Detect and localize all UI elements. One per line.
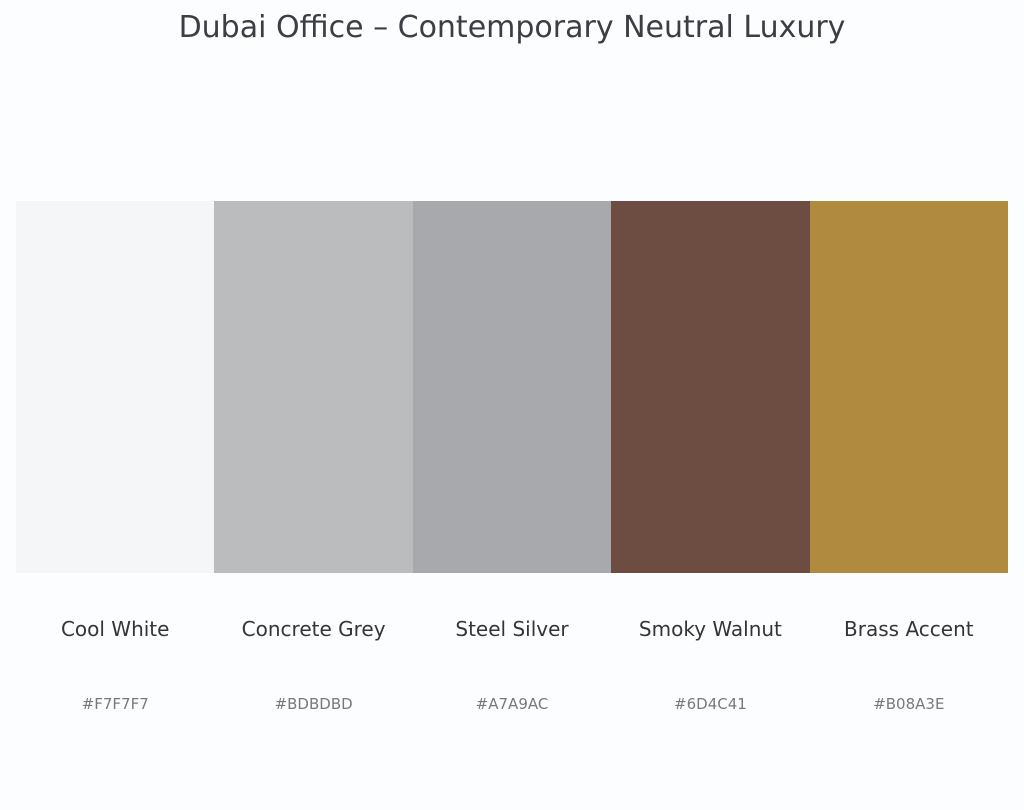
swatch-row: [16, 201, 1009, 573]
swatch-name: Smoky Walnut: [638, 617, 782, 641]
swatch-cool-white: [16, 201, 215, 573]
swatch-names: Cool White Concrete Grey Steel Silver Sm…: [16, 617, 1008, 641]
swatch-concrete-grey: [214, 201, 413, 573]
swatch-steel-silver: [412, 201, 612, 573]
swatch-hex-codes: #F7F7F7 #BDBDBD #A7A9AC #6D4C41 #B08A3E: [16, 695, 1008, 713]
swatch-name: Cool White: [60, 617, 170, 641]
swatch-hex: #F7F7F7: [81, 695, 149, 713]
swatch-name: Brass Accent: [844, 617, 974, 641]
swatch-name: Steel Silver: [455, 617, 569, 641]
swatch-hex: #BDBDBD: [274, 695, 353, 713]
swatch-name: Concrete Grey: [241, 617, 386, 641]
swatch-smoky-walnut: [611, 201, 810, 573]
swatch-brass-accent: [809, 201, 1009, 573]
palette-title: Dubai Office – Contemporary Neutral Luxu…: [178, 10, 846, 45]
swatch-hex: #6D4C41: [674, 695, 747, 713]
swatch-hex: #A7A9AC: [475, 695, 549, 713]
swatch-hex: #B08A3E: [873, 695, 945, 713]
